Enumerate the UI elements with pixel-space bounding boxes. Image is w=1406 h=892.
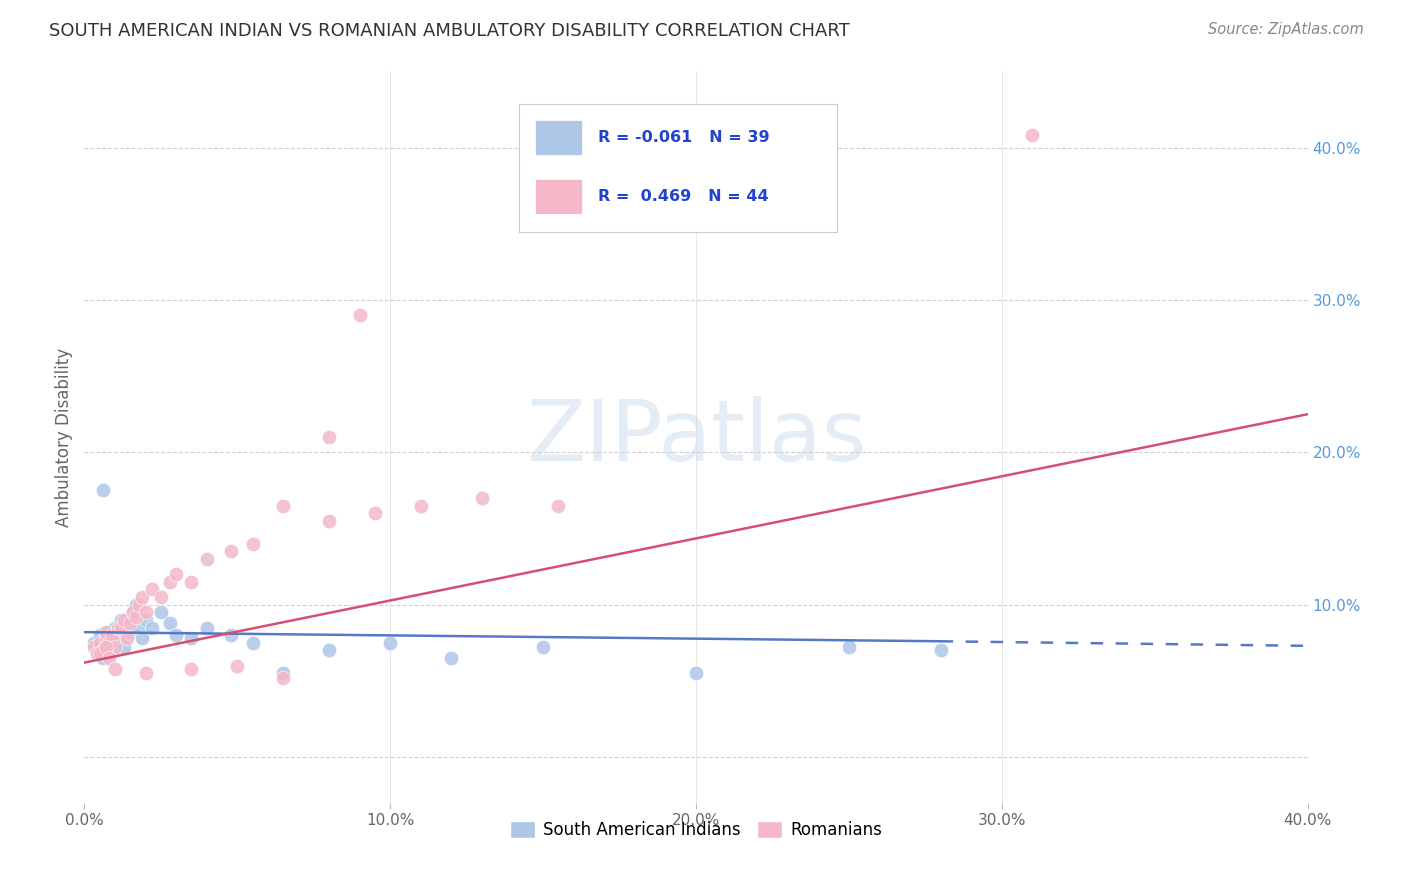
Point bbox=[159, 574, 181, 589]
Point bbox=[94, 640, 117, 655]
Point bbox=[128, 598, 150, 612]
Point bbox=[135, 605, 157, 619]
Point bbox=[531, 640, 554, 655]
Point bbox=[89, 628, 111, 642]
Point bbox=[219, 544, 242, 558]
Point bbox=[131, 590, 153, 604]
Point bbox=[180, 632, 202, 646]
Point bbox=[547, 499, 569, 513]
Point bbox=[318, 430, 340, 444]
Point bbox=[141, 582, 163, 597]
Point bbox=[104, 640, 127, 655]
Point bbox=[94, 632, 117, 646]
Point bbox=[380, 636, 402, 650]
Point bbox=[89, 643, 111, 657]
Text: Source: ZipAtlas.com: Source: ZipAtlas.com bbox=[1208, 22, 1364, 37]
Point bbox=[83, 636, 105, 650]
Point bbox=[165, 567, 187, 582]
Point bbox=[104, 621, 127, 635]
Point bbox=[122, 605, 145, 619]
Point bbox=[101, 636, 124, 650]
Point bbox=[159, 615, 181, 630]
Point bbox=[929, 643, 952, 657]
Point bbox=[101, 628, 124, 642]
Point bbox=[83, 640, 105, 655]
Point bbox=[110, 621, 132, 635]
Point bbox=[89, 636, 111, 650]
Point bbox=[115, 632, 138, 646]
Point bbox=[364, 506, 387, 520]
Point bbox=[125, 598, 148, 612]
Point bbox=[91, 483, 114, 498]
Point bbox=[195, 621, 218, 635]
Point bbox=[271, 671, 294, 685]
Point bbox=[180, 574, 202, 589]
Point bbox=[97, 647, 120, 661]
Point bbox=[120, 615, 142, 630]
Text: SOUTH AMERICAN INDIAN VS ROMANIAN AMBULATORY DISABILITY CORRELATION CHART: SOUTH AMERICAN INDIAN VS ROMANIAN AMBULA… bbox=[49, 22, 851, 40]
Point bbox=[91, 643, 114, 657]
Point bbox=[97, 636, 120, 650]
Point bbox=[135, 613, 157, 627]
Point bbox=[131, 632, 153, 646]
Point bbox=[271, 499, 294, 513]
Point bbox=[97, 651, 120, 665]
Point bbox=[440, 651, 463, 665]
Point bbox=[122, 605, 145, 619]
Point bbox=[141, 621, 163, 635]
Legend: South American Indians, Romanians: South American Indians, Romanians bbox=[503, 814, 889, 846]
Point bbox=[94, 632, 117, 646]
Point bbox=[120, 625, 142, 640]
Point bbox=[149, 590, 172, 604]
Point bbox=[165, 628, 187, 642]
Point bbox=[349, 308, 371, 322]
Point bbox=[86, 647, 108, 661]
Point bbox=[112, 613, 135, 627]
Text: ZIPatlas: ZIPatlas bbox=[526, 395, 866, 479]
Point bbox=[318, 514, 340, 528]
Point bbox=[149, 605, 172, 619]
Point bbox=[318, 643, 340, 657]
Point bbox=[107, 621, 129, 635]
Point bbox=[94, 625, 117, 640]
Point bbox=[471, 491, 494, 505]
Point bbox=[97, 625, 120, 640]
Point bbox=[135, 666, 157, 681]
Point bbox=[226, 658, 249, 673]
Point bbox=[107, 628, 129, 642]
Point bbox=[112, 640, 135, 655]
Point bbox=[219, 628, 242, 642]
Point bbox=[125, 610, 148, 624]
Point bbox=[91, 651, 114, 665]
Point bbox=[128, 621, 150, 635]
Point bbox=[180, 662, 202, 676]
Point bbox=[104, 662, 127, 676]
Point bbox=[242, 537, 264, 551]
Y-axis label: Ambulatory Disability: Ambulatory Disability bbox=[55, 348, 73, 526]
Point bbox=[271, 666, 294, 681]
Point bbox=[110, 613, 132, 627]
Point bbox=[242, 636, 264, 650]
Point bbox=[409, 499, 432, 513]
Point bbox=[838, 640, 860, 655]
Point bbox=[115, 615, 138, 630]
Point bbox=[89, 647, 111, 661]
Point bbox=[104, 643, 127, 657]
Point bbox=[685, 666, 707, 681]
Point bbox=[94, 640, 117, 655]
Point bbox=[195, 552, 218, 566]
Point bbox=[1021, 128, 1043, 143]
Point bbox=[86, 647, 108, 661]
